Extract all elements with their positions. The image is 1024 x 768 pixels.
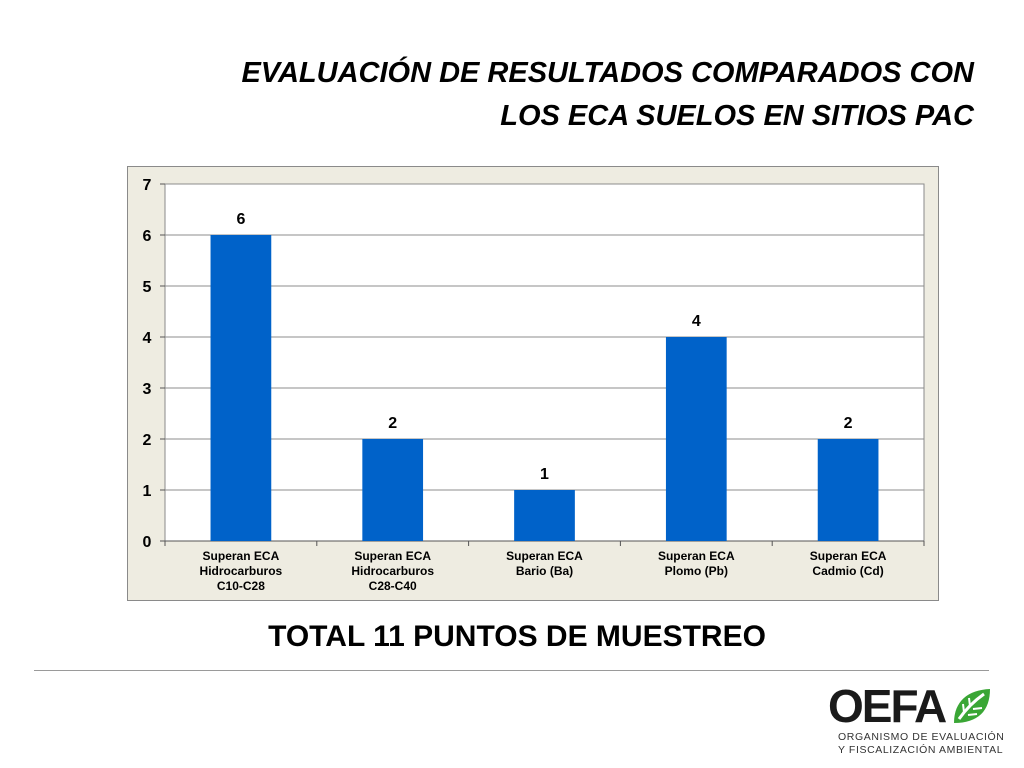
data-label: 2 <box>844 415 853 432</box>
bar <box>665 337 727 541</box>
y-tick-label: 6 <box>143 228 152 245</box>
data-label: 4 <box>692 313 701 330</box>
oefa-logo: OEFA ORGANISMO DE EVALUACIÓN Y FISCALIZA… <box>828 680 1004 763</box>
y-tick-label: 2 <box>143 432 152 449</box>
bar <box>817 439 879 541</box>
footer-divider <box>34 670 989 671</box>
plot-area <box>164 183 925 542</box>
slide-title-line-1: EVALUACIÓN DE RESULTADOS COMPARADOS CON <box>241 57 974 89</box>
x-tick-label-line: C28-C40 <box>369 579 417 593</box>
slide-title: EVALUACIÓN DE RESULTADOS COMPARADOS CON … <box>74 52 974 138</box>
x-tick-label: Superan ECA Hidrocarburos C10-C28 <box>200 549 283 593</box>
x-tick-label-line: Superan ECA <box>658 549 735 563</box>
x-tick-label-line: Superan ECA <box>203 549 280 563</box>
y-tick-label: 3 <box>143 381 152 398</box>
bar <box>210 235 272 541</box>
x-tick-label-line: Superan ECA <box>506 549 583 563</box>
x-tick-label-line: Hidrocarburos <box>351 564 434 578</box>
oefa-name-line-2: Y FISCALIZACIÓN AMBIENTAL <box>838 744 1004 756</box>
y-tick-label: 1 <box>143 483 152 500</box>
x-tick-label: Superan ECA Plomo (Pb) <box>658 549 735 578</box>
bar-chart: 0 1 2 3 4 5 6 7 6 Superan ECA Hidrocarburos C10-C28… <box>127 166 939 601</box>
x-tick-label-line: Superan ECA <box>810 549 887 563</box>
y-tick-label: 0 <box>143 534 152 551</box>
data-label: 6 <box>236 211 245 228</box>
bar <box>514 490 575 541</box>
x-tick-label-line: Superan ECA <box>354 549 431 563</box>
x-tick-label-line: Hidrocarburos <box>200 564 283 578</box>
slide-title-line-2: LOS ECA SUELOS EN SITIOS PAC <box>500 100 974 132</box>
x-tick-label-line: C10-C28 <box>217 579 265 593</box>
x-tick-label: Superan ECA Bario (Ba) <box>506 549 583 578</box>
sampling-total-caption: TOTAL 11 PUNTOS DE MUESTREO <box>268 620 766 653</box>
x-tick-label-line: Bario (Ba) <box>516 564 573 578</box>
data-label: 2 <box>388 415 397 432</box>
leaf-icon <box>954 689 990 723</box>
y-tick-label: 7 <box>143 177 152 194</box>
x-tick-label-line: Plomo (Pb) <box>665 564 728 578</box>
x-tick-label-line: Cadmio (Cd) <box>812 564 883 578</box>
data-label: 1 <box>540 466 549 483</box>
x-tick-label: Superan ECA Cadmio (Cd) <box>810 549 887 578</box>
bar <box>362 439 424 541</box>
x-tick-label: Superan ECA Hidrocarburos C28-C40 <box>351 549 434 593</box>
y-tick-label: 5 <box>143 279 152 296</box>
oefa-wordmark: OEFA <box>828 680 947 732</box>
y-tick-label: 4 <box>143 330 152 347</box>
oefa-name-line-1: ORGANISMO DE EVALUACIÓN <box>838 731 1005 743</box>
